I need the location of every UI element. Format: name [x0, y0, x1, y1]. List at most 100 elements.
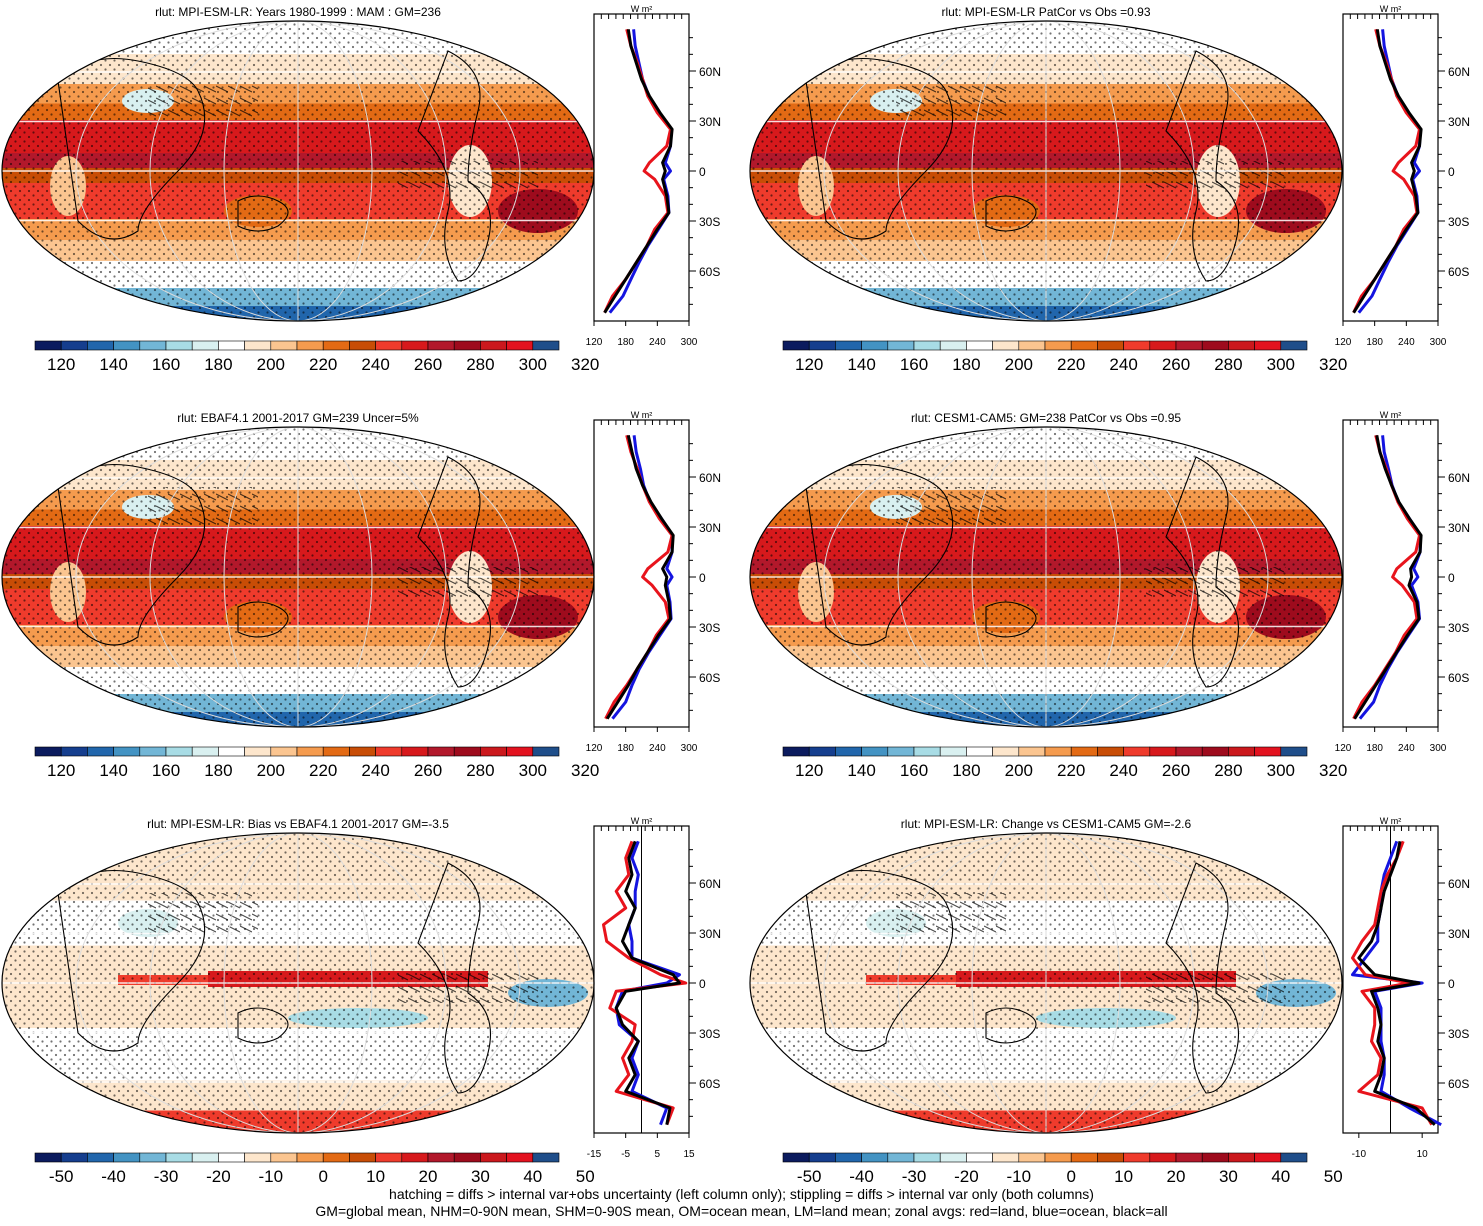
latitude-tick-label: 30S	[699, 621, 720, 635]
colorbar-swatch	[1070, 1152, 1098, 1163]
colorbar-tick-label: 0	[1066, 1167, 1075, 1186]
colorbar-tick-label: 160	[152, 355, 180, 374]
profile-x-tick-label: 180	[617, 743, 634, 754]
latitude-tick-label: 60S	[699, 671, 720, 685]
colorbar-swatch	[913, 746, 941, 757]
colorbar-swatch	[939, 1152, 967, 1163]
colorbar-tick-label: 20	[1167, 1167, 1186, 1186]
colorbar-swatch	[349, 340, 376, 351]
latitude-tick-label: 0	[1448, 571, 1455, 585]
colorbar-swatch	[113, 746, 141, 757]
colorbar-tick-label: 180	[952, 761, 980, 780]
panel-ebaf: rlut: EBAF4.1 2001-2017 GM=239 Uncer=5% 1…	[1, 410, 721, 780]
colorbar-swatch	[782, 746, 810, 757]
colorbar-tick-label: 50	[576, 1167, 595, 1186]
colorbar-swatch	[1123, 340, 1151, 351]
colorbar-swatch	[1149, 1152, 1177, 1163]
profile-x-tick-label: 180	[617, 337, 634, 348]
colorbar-swatch	[60, 340, 88, 351]
colorbar-swatch	[861, 1152, 889, 1163]
colorbar-swatch	[1254, 340, 1282, 351]
latitude-tick-label: 60N	[1448, 471, 1470, 485]
coastlines	[805, 456, 1240, 688]
profile-x-tick-label: 120	[1335, 337, 1352, 348]
colorbar-tick-label: 120	[47, 355, 75, 374]
colorbar-swatch	[1228, 340, 1255, 351]
zonal-profile-frame	[593, 419, 690, 728]
colorbar-tick-label: -10	[1007, 1167, 1032, 1186]
colorbar-swatch	[87, 1152, 114, 1163]
latitude-tick-label: 60S	[699, 265, 720, 279]
colorbar-swatch	[191, 746, 219, 757]
profile-x-tick-label: 180	[1366, 743, 1383, 754]
colorbar-swatch	[218, 340, 245, 351]
colorbar-tick-label: 240	[1109, 761, 1137, 780]
colorbar-swatch	[270, 340, 298, 351]
colorbar-swatch	[427, 340, 455, 351]
map-outline	[749, 832, 1343, 1134]
profile-line-ocean	[614, 840, 681, 1126]
colorbar-swatch	[1228, 746, 1255, 757]
colorbar-swatch	[1201, 746, 1229, 757]
colorbar-tick-label: 280	[466, 761, 494, 780]
colorbar-tick-label: 300	[1267, 761, 1295, 780]
latitude-tick-label: 0	[699, 977, 706, 991]
latitude-tick-label: 60N	[699, 65, 721, 79]
profile-line-all	[603, 29, 674, 314]
colorbar-tick-label: 220	[1057, 355, 1085, 374]
latitude-tick-label: 0	[699, 571, 706, 585]
colorbar-swatch	[87, 340, 114, 351]
latitude-tick-label: 60S	[1448, 1077, 1469, 1091]
colorbar-swatch	[887, 746, 915, 757]
colorbar-swatch	[375, 340, 403, 351]
colorbar-tick-label: 30	[471, 1167, 490, 1186]
latitude-tick-label: 30N	[1448, 927, 1470, 941]
colorbar-swatch	[1097, 1152, 1124, 1163]
colorbar-tick-label: 320	[571, 761, 599, 780]
colorbar-swatch	[296, 340, 324, 351]
colorbar-tick-label: -20	[206, 1167, 231, 1186]
colorbar-swatch	[913, 1152, 941, 1163]
latitude-tick-label: 30S	[699, 1027, 720, 1041]
colorbar-swatch	[34, 1152, 62, 1163]
colorbar-tick-label: 160	[152, 761, 180, 780]
colorbar-tick-label: 200	[257, 355, 285, 374]
panel-title: rlut: MPI-ESM-LR: Bias vs EBAF4.1 2001-2…	[147, 817, 449, 831]
colorbar-swatch	[939, 746, 967, 757]
colorbar-tick-label: 260	[1162, 761, 1190, 780]
coastlines	[805, 862, 1240, 1094]
colorbar-swatch	[375, 746, 403, 757]
colorbar-swatch	[401, 1152, 429, 1163]
profile-line-land	[602, 840, 688, 1126]
profile-x-tick-label: -10	[1352, 1149, 1367, 1160]
colorbar-swatch	[296, 746, 324, 757]
latitude-tick-label: 30N	[699, 521, 721, 535]
colorbar-tick-label: -40	[849, 1167, 874, 1186]
colorbar-swatch	[480, 340, 507, 351]
colorbar-swatch	[1228, 1152, 1255, 1163]
colorbar-swatch	[401, 746, 429, 757]
colorbar-swatch	[1175, 746, 1203, 757]
colorbar-swatch	[270, 1152, 298, 1163]
profile-x-tick-label: 240	[649, 337, 666, 348]
colorbar-tick-label: 240	[361, 761, 389, 780]
colorbar-tick-label: 10	[1114, 1167, 1133, 1186]
colorbar-swatch	[113, 340, 141, 351]
profile-x-tick-label: 240	[1398, 743, 1415, 754]
colorbar-tick-label: 140	[847, 761, 875, 780]
colorbar-tick-label: 180	[952, 355, 980, 374]
colorbar-swatch	[244, 1152, 272, 1163]
colorbar-swatch	[1070, 340, 1098, 351]
colorbar-swatch	[992, 340, 1020, 351]
profile-line-all	[614, 840, 681, 1125]
coastlines	[57, 50, 492, 282]
colorbar-swatch	[532, 340, 560, 351]
colorbar-tick-label: 160	[900, 355, 928, 374]
colorbar-swatch	[1097, 746, 1124, 757]
colorbar-swatch	[861, 746, 889, 757]
coastlines	[57, 862, 492, 1094]
colorbar-swatch	[966, 340, 993, 351]
colorbar-tick-label: 220	[309, 761, 337, 780]
profile-unit-label: W m²	[1380, 410, 1402, 420]
colorbar-swatch	[427, 746, 455, 757]
